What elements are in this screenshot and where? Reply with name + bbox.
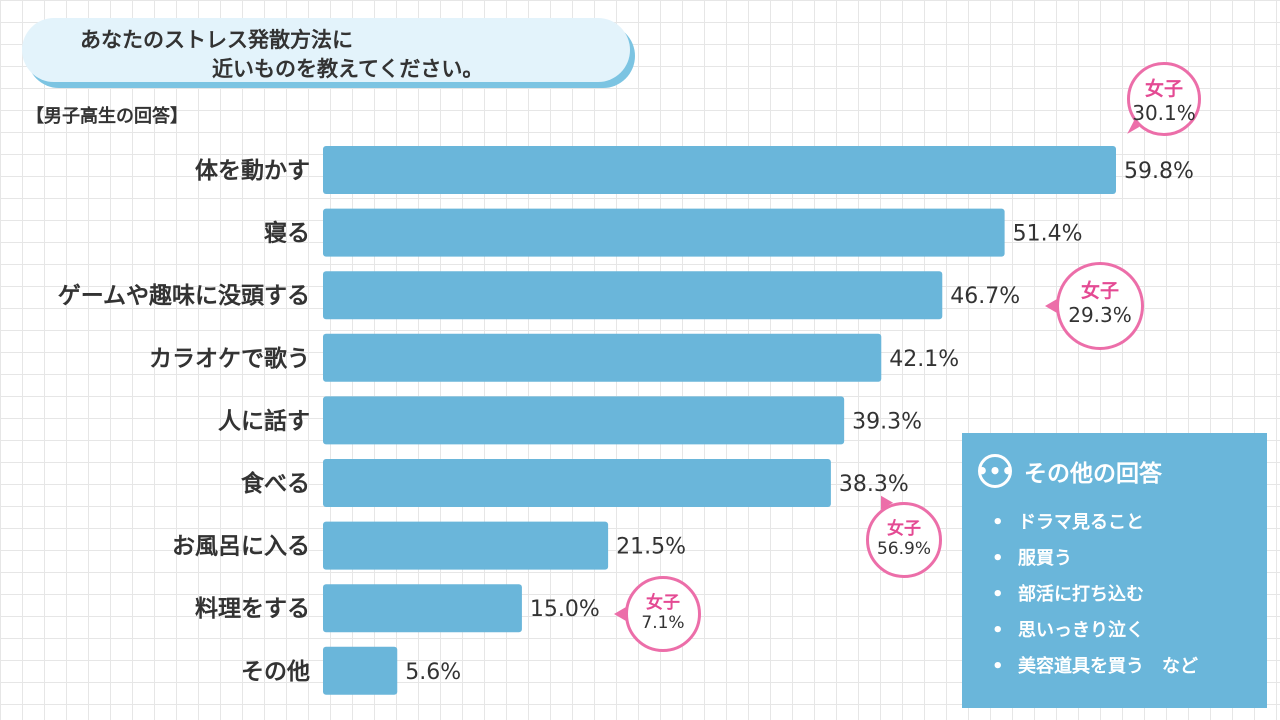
category-label: 食べる xyxy=(241,470,310,497)
category-label: その他 xyxy=(241,659,310,685)
bubble-girls-value: 30.1% xyxy=(1132,101,1196,125)
bubble-girls-label: 女子 xyxy=(1144,78,1183,100)
bar xyxy=(323,459,831,507)
value-label: 15.0% xyxy=(530,597,600,622)
value-label: 38.3% xyxy=(839,472,909,497)
other-answers-panel: ••• その他の回答 • ドラマ見ること • 服買う • 部活に打ち込む • 思いっきり泣く •… xyxy=(962,433,1267,708)
category-label: 料理をする xyxy=(195,596,310,622)
category-label: カラオケで歌う xyxy=(149,345,310,372)
bubble-girls-value: 56.9% xyxy=(876,539,931,559)
other-answer-item: • ドラマ見ること xyxy=(992,509,1198,545)
bullet-icon: • xyxy=(992,656,1004,677)
other-answer-text: 思いっきり泣く xyxy=(1018,620,1144,641)
bubble-girls-label: 女子 xyxy=(887,519,921,539)
bullet-icon: • xyxy=(992,584,1004,605)
bar xyxy=(323,146,1116,194)
category-label: 体を動かす xyxy=(195,158,310,184)
bullet-icon: • xyxy=(992,620,1004,641)
bullet-icon: • xyxy=(992,548,1004,569)
category-label: 人に話す xyxy=(218,407,310,434)
question-line-2: 近いものを教えてください。 xyxy=(212,57,484,81)
value-label: 39.3% xyxy=(852,409,922,434)
category-label: 寝る xyxy=(264,220,310,247)
girls-comparison-bubble: 女子 29.3% xyxy=(1045,262,1144,350)
category-label: お風呂に入る xyxy=(172,534,310,560)
bar xyxy=(323,271,943,320)
value-label: 46.7% xyxy=(950,284,1020,309)
bubble-girls-value: 7.1% xyxy=(641,613,685,633)
bubble-girls-label: 女子 xyxy=(1080,280,1119,302)
other-answers-list: • ドラマ見ること • 服買う • 部活に打ち込む • 思いっきり泣く • 美容道具を買う など xyxy=(992,509,1198,689)
bar xyxy=(323,584,522,633)
bar xyxy=(323,208,1005,257)
bubble-girls-label: 女子 xyxy=(646,593,680,613)
value-label: 51.4% xyxy=(1013,222,1083,247)
girls-comparison-bubble: 女子 7.1% xyxy=(614,576,701,652)
value-label: 59.8% xyxy=(1124,159,1194,184)
question-box: あなたのストレス発散方法に 近いものを教えてください。 xyxy=(22,18,630,82)
value-label: 42.1% xyxy=(889,347,959,372)
other-answer-item: • 部活に打ち込む xyxy=(992,581,1198,617)
bar xyxy=(323,646,398,695)
value-label: 21.5% xyxy=(616,535,686,560)
other-answer-text: 美容道具を買う など xyxy=(1018,656,1198,677)
bar xyxy=(323,521,609,570)
other-answer-text: 部活に打ち込む xyxy=(1018,584,1144,605)
other-answer-text: ドラマ見ること xyxy=(1018,512,1144,533)
girls-comparison-bubble: 女子 56.9% xyxy=(866,492,942,578)
bar xyxy=(323,396,845,445)
bullet-icon: • xyxy=(992,512,1004,533)
bubble-pointer xyxy=(1045,299,1057,313)
value-label: 5.6% xyxy=(405,660,461,685)
bar xyxy=(323,333,882,382)
bubble-girls-value: 29.3% xyxy=(1068,303,1132,327)
girls-comparison-bubble: 女子 30.1% xyxy=(1122,62,1201,136)
chart-subtitle: 【男子高生の回答】 xyxy=(26,106,188,127)
question-line-1: あなたのストレス発散方法に xyxy=(80,28,353,52)
other-answer-item: • 思いっきり泣く xyxy=(992,617,1198,653)
bubble-pointer xyxy=(614,607,626,621)
other-answer-item: • 服買う xyxy=(992,545,1198,581)
ellipsis-icon: ••• xyxy=(976,454,1014,488)
other-answers-title: その他の回答 xyxy=(1024,461,1162,487)
other-answer-item: • 美容道具を買う など xyxy=(992,653,1198,689)
category-label: ゲームや趣味に没頭する xyxy=(58,283,310,309)
other-answer-text: 服買う xyxy=(1018,548,1072,569)
other-answers-header: ••• その他の回答 xyxy=(976,453,1162,489)
